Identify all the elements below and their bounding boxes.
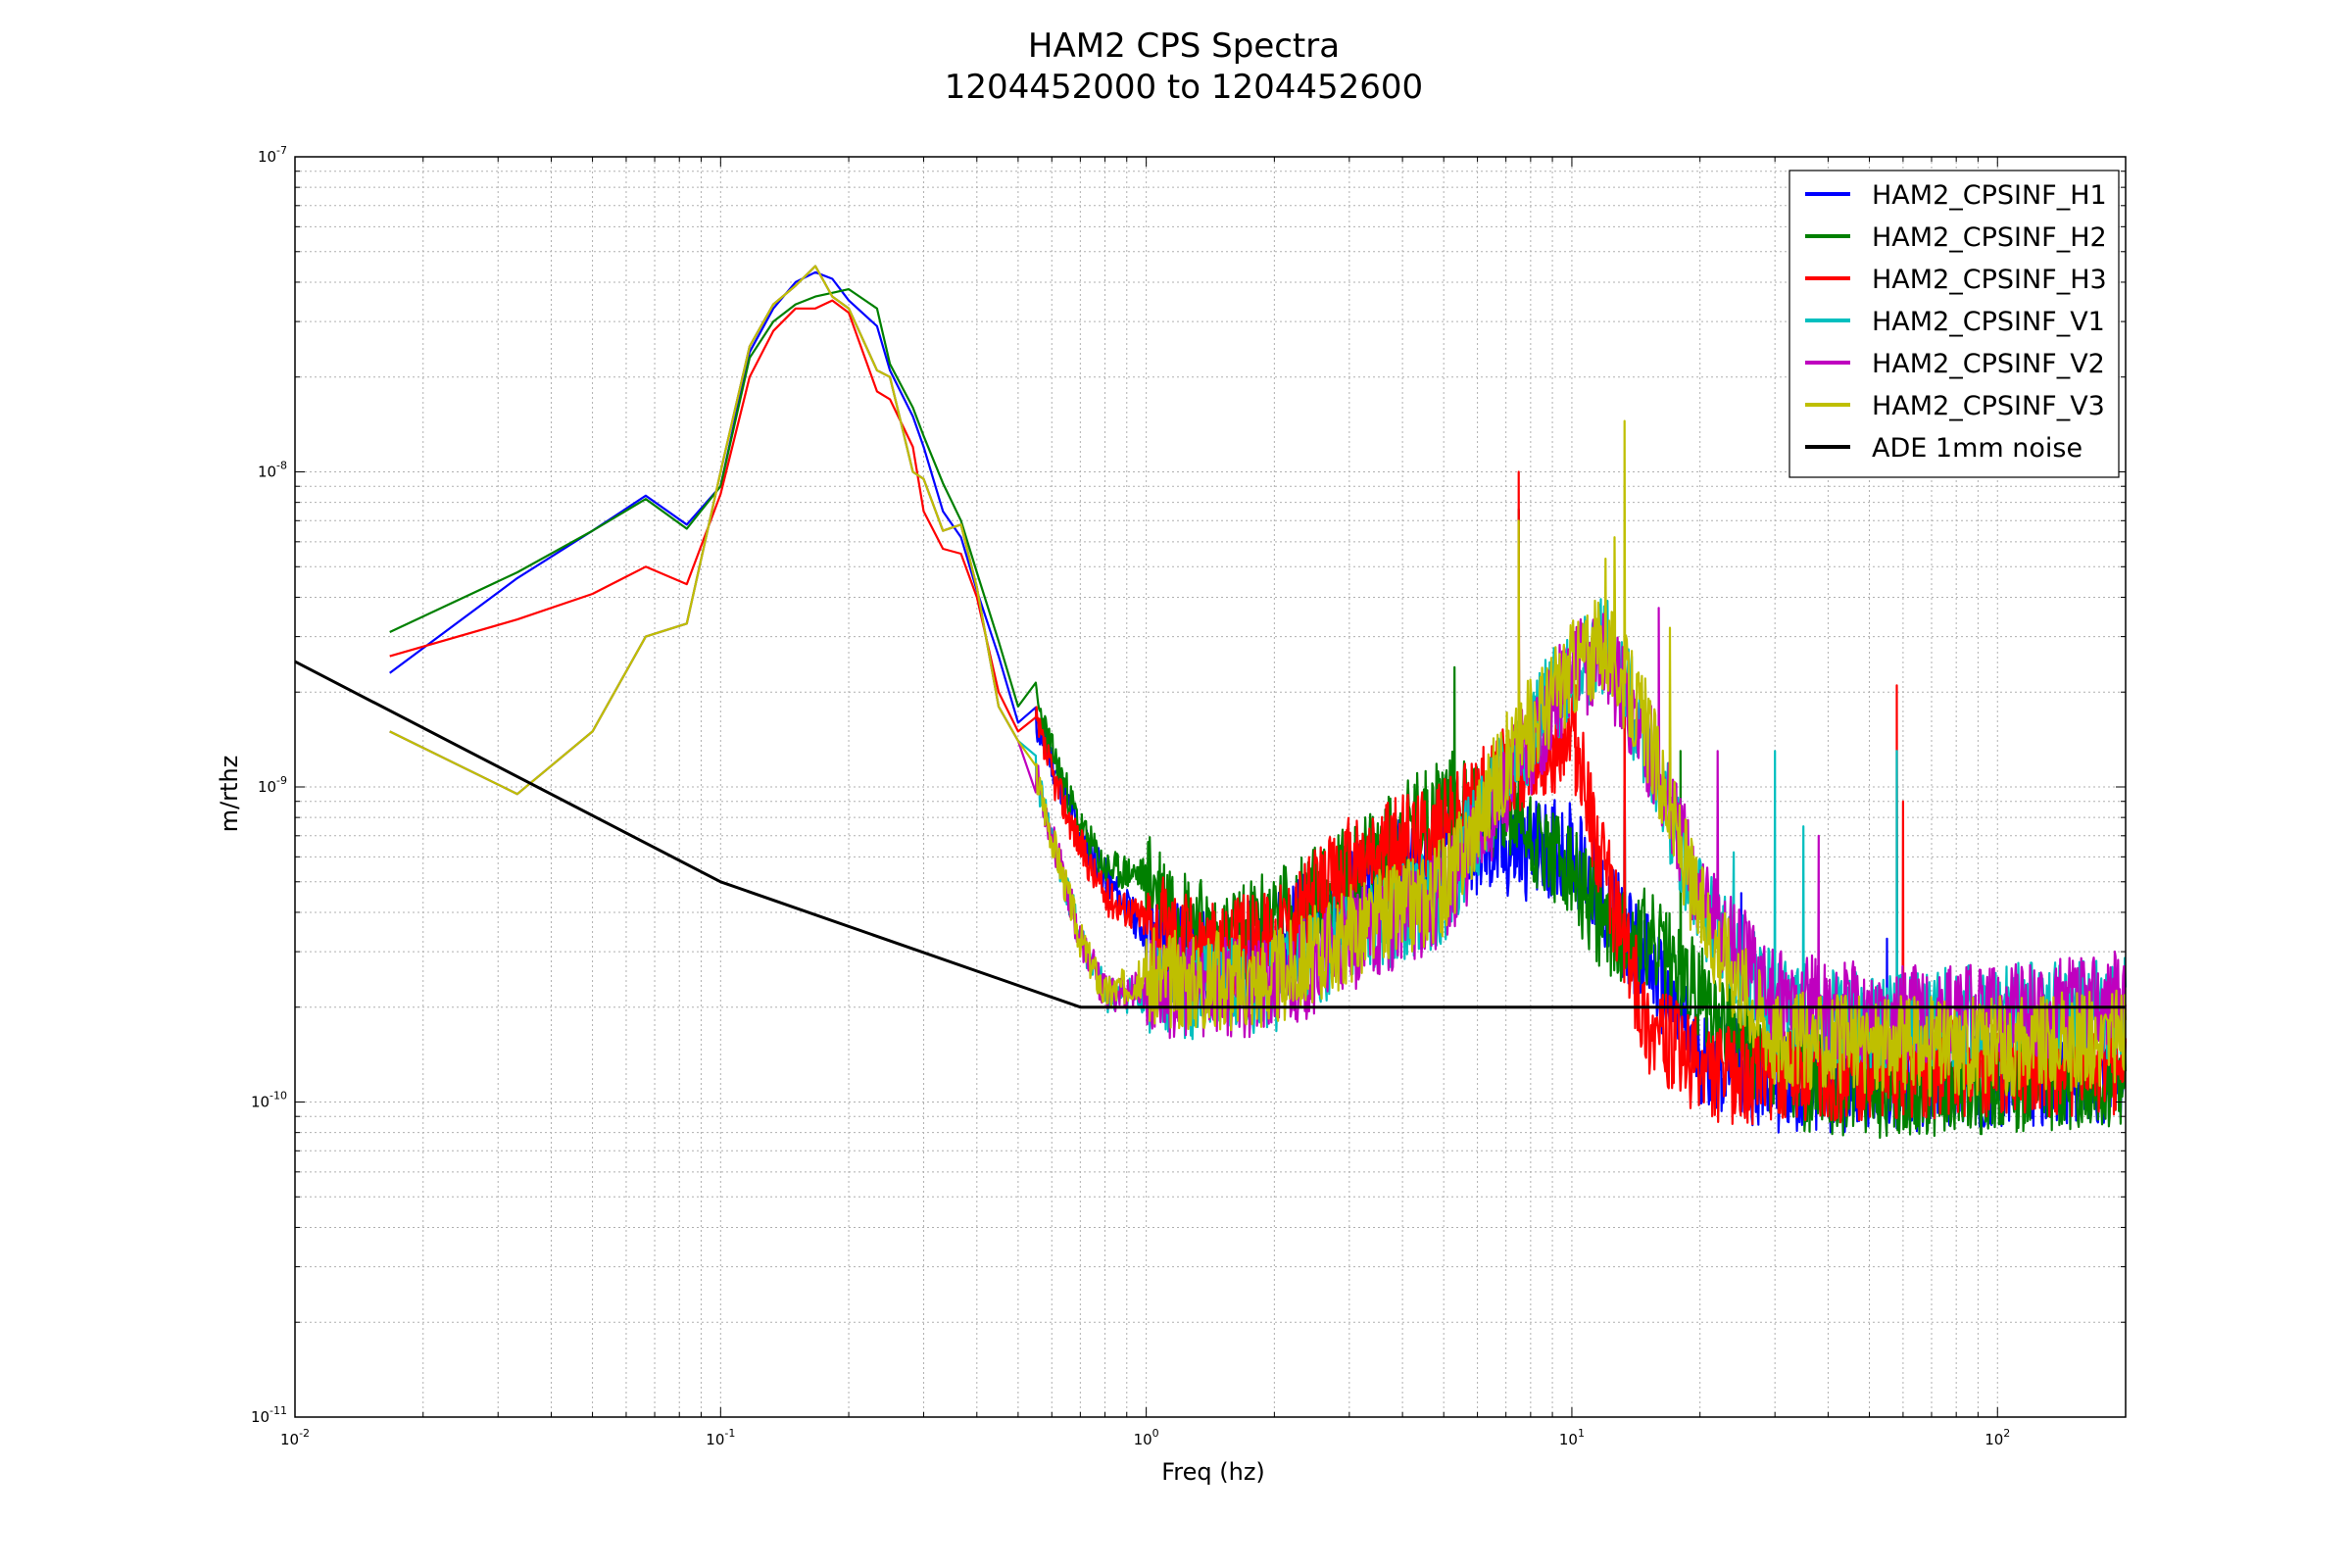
series-line-5 — [389, 265, 2128, 1098]
y-tick-label: 10-11 — [251, 1404, 287, 1426]
x-tick-label: 101 — [1559, 1427, 1585, 1448]
series-line-6 — [294, 660, 2126, 1009]
legend-label: HAM2_CPSINF_V3 — [1872, 391, 2105, 421]
y-tick-label: 10-10 — [251, 1090, 287, 1111]
chart-title-line1: HAM2 CPS Spectra — [1028, 26, 1340, 66]
x-axis-label: Freq (hz) — [1161, 1458, 1265, 1486]
legend-box — [1788, 170, 2120, 478]
x-tick-label: 102 — [1984, 1427, 2010, 1448]
legend-label: HAM2_CPSINF_V1 — [1872, 307, 2105, 337]
chart-title-line2: 1204452000 to 1204452600 — [945, 68, 1423, 107]
legend-label: HAM2_CPSINF_H1 — [1872, 180, 2107, 211]
x-tick-label: 100 — [1134, 1427, 1159, 1448]
legend-label: HAM2_CPSINF_H3 — [1872, 265, 2107, 295]
y-axis-label: m/rthz — [216, 756, 243, 833]
x-tick-label: 10-1 — [706, 1427, 735, 1448]
legend-label: ADE 1mm noise — [1872, 433, 2082, 464]
series-line-2 — [389, 299, 2128, 1126]
y-tick-label: 10-9 — [258, 774, 287, 796]
y-tick-label: 10-7 — [258, 144, 287, 166]
y-tick-label: 10-8 — [258, 460, 287, 481]
legend-label: HAM2_CPSINF_V2 — [1872, 349, 2105, 379]
x-tick-label: 10-2 — [280, 1427, 310, 1448]
ticks-layer: 10-2 10-1 100 101 102 10-11 10-10 10-9 10-8 10-7 — [251, 144, 2127, 1448]
legend-label: HAM2_CPSINF_H2 — [1872, 222, 2107, 253]
plot-layer — [294, 265, 2128, 1140]
legend: HAM2_CPSINF_H1 HAM2_CPSINF_H2 HAM2_CPSINF_… — [1788, 170, 2120, 478]
series-line-4 — [389, 265, 2128, 1065]
